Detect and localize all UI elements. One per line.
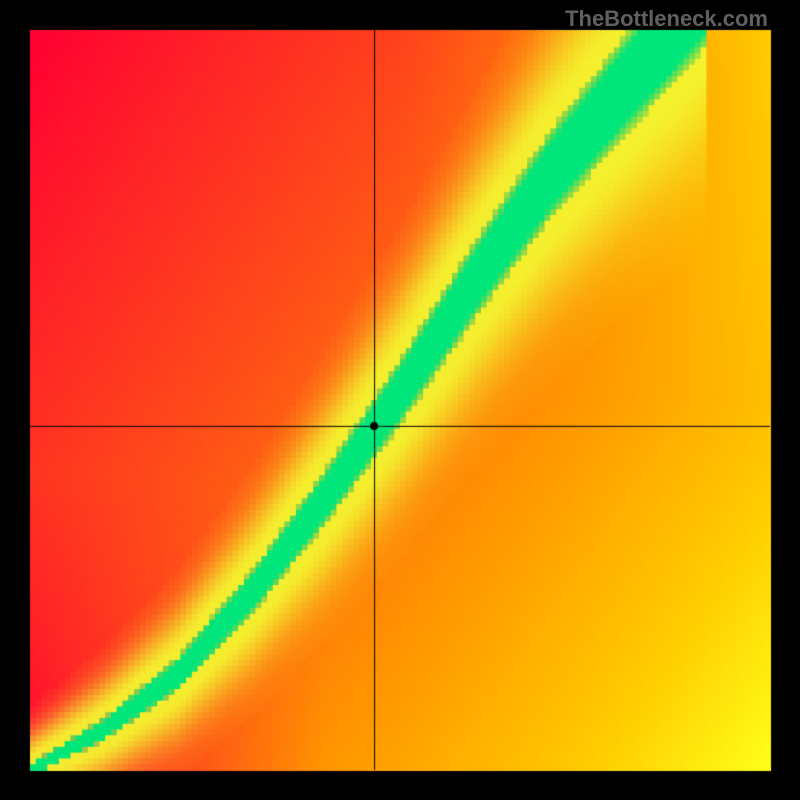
chart-container: TheBottleneck.com <box>0 0 800 800</box>
watermark-text: TheBottleneck.com <box>565 6 768 32</box>
heatmap-canvas <box>0 0 800 800</box>
